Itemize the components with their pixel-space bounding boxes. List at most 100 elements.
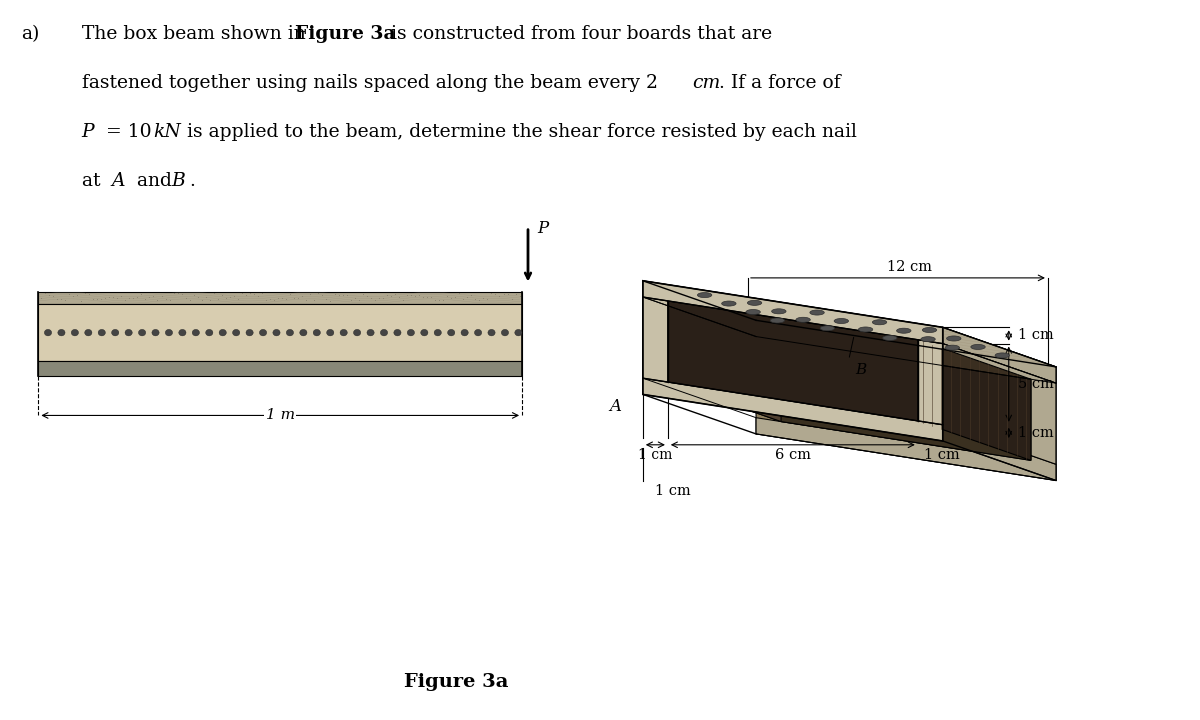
Text: P: P	[538, 220, 548, 237]
Ellipse shape	[166, 329, 173, 336]
Text: .: .	[190, 172, 196, 190]
Text: B: B	[172, 172, 185, 190]
Ellipse shape	[834, 318, 848, 323]
Bar	[38, 292, 522, 304]
Text: is constructed from four boards that are: is constructed from four boards that are	[385, 25, 773, 43]
Text: B: B	[854, 364, 866, 377]
Ellipse shape	[947, 336, 961, 341]
Text: 1 cm: 1 cm	[638, 449, 672, 462]
Ellipse shape	[746, 310, 761, 315]
Polygon shape	[668, 382, 1031, 460]
Ellipse shape	[287, 329, 294, 336]
Text: 1 cm: 1 cm	[924, 449, 960, 462]
Ellipse shape	[697, 292, 712, 297]
Ellipse shape	[923, 328, 937, 333]
Ellipse shape	[772, 309, 786, 314]
Text: A: A	[112, 172, 125, 190]
Ellipse shape	[300, 329, 307, 336]
Text: 1 m: 1 m	[265, 408, 295, 423]
Ellipse shape	[259, 329, 266, 336]
Ellipse shape	[883, 336, 898, 341]
Polygon shape	[943, 328, 1056, 480]
Ellipse shape	[995, 353, 1009, 358]
Ellipse shape	[474, 329, 481, 336]
Ellipse shape	[112, 329, 119, 336]
Text: The box beam shown in: The box beam shown in	[82, 25, 311, 43]
Ellipse shape	[246, 329, 253, 336]
Polygon shape	[668, 301, 918, 421]
Bar	[38, 361, 522, 376]
Ellipse shape	[448, 329, 455, 336]
Ellipse shape	[796, 318, 810, 323]
Ellipse shape	[421, 329, 428, 336]
Polygon shape	[943, 425, 1056, 480]
Ellipse shape	[872, 320, 887, 325]
Text: 1 cm: 1 cm	[1019, 328, 1054, 343]
Text: 5 cm: 5 cm	[1019, 377, 1055, 391]
Ellipse shape	[138, 329, 145, 336]
Text: fastened together using nails spaced along the beam every 2: fastened together using nails spaced alo…	[82, 74, 664, 92]
Text: 1 cm: 1 cm	[1019, 426, 1054, 440]
Ellipse shape	[721, 301, 736, 306]
Polygon shape	[668, 301, 781, 422]
Text: Figure 3a: Figure 3a	[403, 673, 509, 691]
Ellipse shape	[394, 329, 401, 336]
Ellipse shape	[58, 329, 65, 336]
Ellipse shape	[407, 329, 414, 336]
Ellipse shape	[179, 329, 186, 336]
Ellipse shape	[192, 329, 199, 336]
Ellipse shape	[272, 329, 280, 336]
Ellipse shape	[125, 329, 132, 336]
Text: A: A	[610, 398, 622, 415]
Ellipse shape	[152, 329, 160, 336]
Polygon shape	[918, 340, 1031, 460]
Ellipse shape	[220, 329, 227, 336]
Polygon shape	[756, 418, 1056, 480]
Text: kN: kN	[154, 123, 181, 141]
Text: 1 cm: 1 cm	[655, 485, 691, 498]
Text: = 10: = 10	[100, 123, 157, 141]
Text: . If a force of: . If a force of	[719, 74, 840, 92]
Text: 6 cm: 6 cm	[775, 449, 811, 462]
Text: Figure 3a: Figure 3a	[295, 25, 396, 43]
Ellipse shape	[515, 329, 522, 336]
Polygon shape	[756, 320, 1056, 480]
Ellipse shape	[971, 344, 985, 349]
Polygon shape	[781, 341, 1031, 460]
Ellipse shape	[434, 329, 442, 336]
Ellipse shape	[85, 329, 92, 336]
Ellipse shape	[326, 329, 334, 336]
Ellipse shape	[896, 328, 911, 333]
Polygon shape	[643, 281, 943, 343]
Text: P: P	[82, 123, 95, 141]
Ellipse shape	[380, 329, 388, 336]
Polygon shape	[943, 328, 1056, 383]
Ellipse shape	[748, 300, 762, 305]
Text: and: and	[131, 172, 178, 190]
Ellipse shape	[820, 325, 834, 330]
Text: 12 cm: 12 cm	[888, 261, 932, 274]
Ellipse shape	[71, 329, 78, 336]
Ellipse shape	[354, 329, 361, 336]
Polygon shape	[643, 378, 943, 441]
Ellipse shape	[340, 329, 347, 336]
Text: at: at	[82, 172, 106, 190]
Ellipse shape	[946, 345, 960, 350]
Ellipse shape	[488, 329, 496, 336]
Polygon shape	[643, 297, 668, 382]
Ellipse shape	[502, 329, 509, 336]
Ellipse shape	[367, 329, 374, 336]
Text: cm: cm	[692, 74, 721, 92]
Ellipse shape	[313, 329, 320, 336]
Text: is applied to the beam, determine the shear force resisted by each nail: is applied to the beam, determine the sh…	[181, 123, 857, 141]
Ellipse shape	[461, 329, 468, 336]
Text: a): a)	[22, 25, 40, 43]
Ellipse shape	[98, 329, 106, 336]
Ellipse shape	[858, 327, 872, 332]
Ellipse shape	[233, 329, 240, 336]
Ellipse shape	[44, 329, 52, 336]
Polygon shape	[943, 343, 1056, 464]
Polygon shape	[918, 340, 943, 425]
Polygon shape	[756, 320, 1056, 383]
Ellipse shape	[920, 337, 935, 342]
